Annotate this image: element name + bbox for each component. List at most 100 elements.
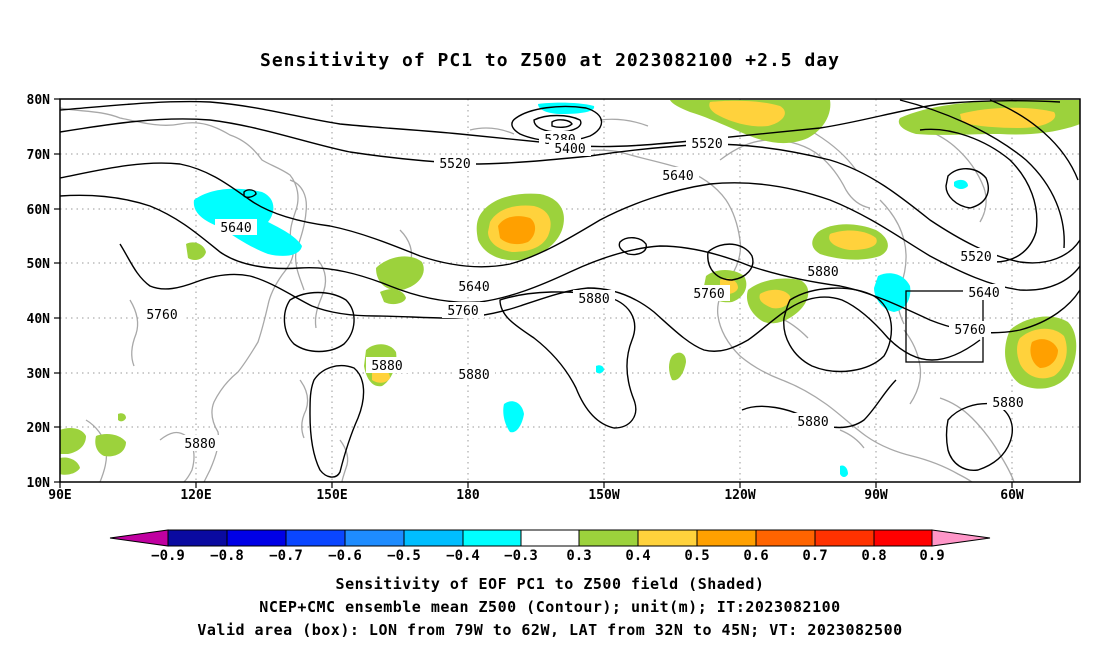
colorbar-swatch xyxy=(285,529,346,547)
colorbar-label: −0.9 xyxy=(151,548,185,564)
colorbar-swatch xyxy=(344,529,405,547)
colorbar-label: −0.4 xyxy=(446,548,480,564)
colorbar-swatch xyxy=(167,529,228,547)
lat-label: 60N xyxy=(27,203,51,218)
colorbar-swatch xyxy=(637,529,698,547)
positive-sensitivity-area xyxy=(60,457,80,475)
colorbar-swatch xyxy=(755,529,816,547)
colorbar-label: −0.7 xyxy=(269,548,303,564)
lat-label: 30N xyxy=(27,367,51,382)
axis-ticks xyxy=(54,98,1013,488)
colorbar-low-triangle xyxy=(109,529,169,547)
colorbar-swatch xyxy=(403,529,464,547)
colorbar-swatch xyxy=(578,529,639,547)
colorbar-high-triangle xyxy=(931,529,991,547)
longitude-labels: 90E 120E 150E 180 150W 120W 90W 60W xyxy=(48,488,1024,503)
colorbar-swatch xyxy=(520,529,580,547)
lat-label: 10N xyxy=(27,476,51,491)
lat-label: 80N xyxy=(27,93,51,108)
positive-sensitivity-area xyxy=(829,230,877,250)
colorbar-label: 0.5 xyxy=(684,548,709,564)
colorbar-label: 0.3 xyxy=(566,548,591,564)
contour-label: 5760 xyxy=(146,308,177,323)
positive-sensitivity-area xyxy=(186,242,206,260)
contour-closed-low xyxy=(551,119,573,129)
contour-label: 5880 xyxy=(184,437,215,452)
colorbar-swatch xyxy=(226,529,287,547)
lon-label: 90E xyxy=(48,488,71,503)
contour-closed-low xyxy=(989,99,1079,181)
contour-closed-low xyxy=(899,99,1065,249)
contour-label: 5640 xyxy=(662,169,693,184)
colorbar-swatch xyxy=(696,529,757,547)
colorbar-label: 0.9 xyxy=(919,548,944,564)
contour-label: 5760 xyxy=(954,323,985,338)
contour-label-group: 5280 5400 5520 5520 5640 5640 5520 5640 … xyxy=(141,131,1029,452)
colorbar-swatch xyxy=(814,529,875,547)
contour-label: 5520 xyxy=(960,250,991,265)
lat-label: 40N xyxy=(27,312,51,327)
chart-title: Sensitivity of PC1 to Z500 at 2023082100… xyxy=(259,50,840,71)
contour-closed-low xyxy=(919,128,1038,263)
contour-label: 5520 xyxy=(691,137,722,152)
contour-label: 5760 xyxy=(693,287,724,302)
lat-label: 20N xyxy=(27,421,51,436)
colorbar: −0.9 −0.8 −0.7 −0.6 −0.5 −0.4 −0.3 0.3 0… xyxy=(109,529,991,564)
lon-label: 180 xyxy=(456,488,480,503)
negative-sensitivity-area xyxy=(503,401,524,433)
contour-closed-low xyxy=(945,168,989,209)
lat-label: 70N xyxy=(27,148,51,163)
positive-sensitivity-area xyxy=(60,428,86,454)
contour-closed-5880 xyxy=(707,243,754,281)
contour-label: 5880 xyxy=(797,415,828,430)
lon-label: 150W xyxy=(588,488,619,503)
positive-sensitivity-area xyxy=(709,100,785,127)
negative-sensitivity-area xyxy=(874,273,911,312)
positive-sensitivity-area xyxy=(95,434,126,457)
positive-sensitivity-area xyxy=(759,289,791,309)
contour-label: 5880 xyxy=(458,368,489,383)
colorbar-label: 0.7 xyxy=(802,548,827,564)
contour-label: 5880 xyxy=(371,359,402,374)
caption-contour: NCEP+CMC ensemble mean Z500 (Contour); u… xyxy=(259,598,841,616)
colorbar-label: −0.5 xyxy=(387,548,421,564)
contour-closed-low xyxy=(533,114,582,133)
map-frame xyxy=(59,98,1081,483)
contour-label: 5400 xyxy=(554,142,585,157)
contour-label: 5640 xyxy=(220,221,251,236)
sensitivity-map: 5280 5400 5520 5520 5640 5640 5520 5640 … xyxy=(27,93,1081,564)
positive-sensitivity-area xyxy=(376,256,424,291)
caption-shading: Sensitivity of EOF PC1 to Z500 field (Sh… xyxy=(335,575,765,593)
contour-closed-5880 xyxy=(783,287,893,373)
graticule-grid xyxy=(60,99,1080,482)
lon-label: 150E xyxy=(316,488,347,503)
contour-closed-5880 xyxy=(283,291,355,353)
positive-sensitivity-area xyxy=(118,413,126,422)
colorbar-label: −0.3 xyxy=(504,548,538,564)
colorbar-label: 0.6 xyxy=(743,548,768,564)
colorbar-label: 0.8 xyxy=(861,548,886,564)
contour-label: 5880 xyxy=(807,265,838,280)
contour-label: 5880 xyxy=(992,396,1023,411)
contour-label: 5880 xyxy=(578,292,609,307)
contour-label: 5640 xyxy=(458,280,489,295)
lat-label: 50N xyxy=(27,257,51,272)
positive-sensitivity-area xyxy=(1030,339,1058,368)
positive-sensitivity-area xyxy=(669,352,686,381)
positive-sensitivity-area xyxy=(498,216,536,245)
latitude-labels: 80N 70N 60N 50N 40N 30N 20N 10N xyxy=(27,93,51,491)
negative-sensitivity-area xyxy=(596,365,604,374)
contour-closed-5880 xyxy=(741,379,897,429)
caption-valid-area: Valid area (box): LON from 79W to 62W, L… xyxy=(197,621,903,639)
contour-closed-low xyxy=(243,189,257,199)
contour-label: 5760 xyxy=(447,304,478,319)
negative-sensitivity-area xyxy=(954,179,968,189)
contour-closed-low xyxy=(618,237,647,256)
contour-closed-5880 xyxy=(309,364,365,478)
colorbar-label: −0.8 xyxy=(210,548,244,564)
colorbar-swatch xyxy=(462,529,522,547)
contour-label: 5520 xyxy=(439,157,470,172)
negative-sensitivity-area xyxy=(840,465,848,477)
contour-closed-low xyxy=(511,105,603,142)
contour-label: 5640 xyxy=(968,286,999,301)
